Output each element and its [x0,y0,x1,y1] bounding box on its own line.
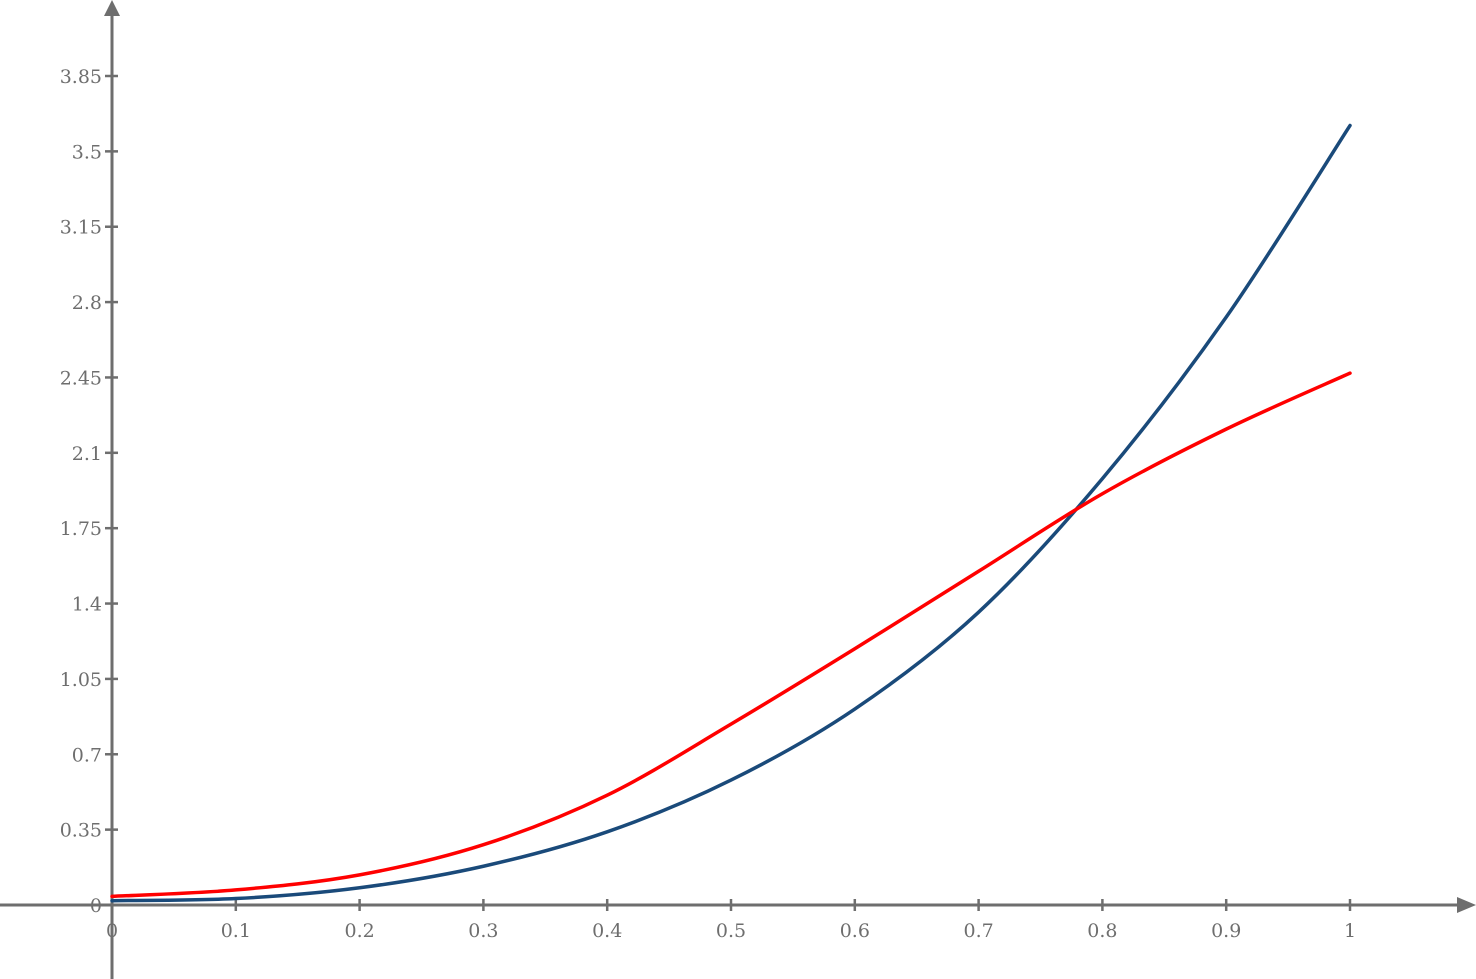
x-tick-label: 0.8 [1087,920,1117,942]
x-tick-label: 0.7 [963,920,993,942]
y-tick-label: 0 [90,895,102,917]
y-tick-label: 0.7 [72,744,102,766]
y-tick-label: 2.1 [72,443,102,465]
y-axis-arrow-icon [104,0,120,16]
y-tick-label: 3.85 [60,66,102,88]
y-tick-label: 2.8 [72,292,102,314]
series-line-2 [110,371,1352,899]
x-tick-label: 0 [106,920,118,942]
x-tick-label: 0.6 [840,920,870,942]
y-tick-label: 1.05 [60,669,102,691]
y-tick-label: 1.4 [72,594,102,616]
y-tick-label: 3.5 [72,141,102,163]
x-tick-label: 0.5 [716,920,746,942]
x-tick-label: 0.3 [468,920,498,942]
x-tick-label: 0.1 [221,920,251,942]
x-tick-label: 0.9 [1211,920,1241,942]
x-tick-label: 1 [1344,920,1356,942]
y-tick-label: 0.35 [60,820,102,842]
y-tick-label: 3.15 [60,217,102,239]
series-line-1 [110,123,1352,903]
x-axis-arrow-icon [1457,897,1476,913]
x-tick-label: 0.4 [592,920,622,942]
x-tick-label: 0.2 [344,920,374,942]
y-tick-label: 2.45 [60,367,102,389]
y-tick-label: 1.75 [60,518,102,540]
